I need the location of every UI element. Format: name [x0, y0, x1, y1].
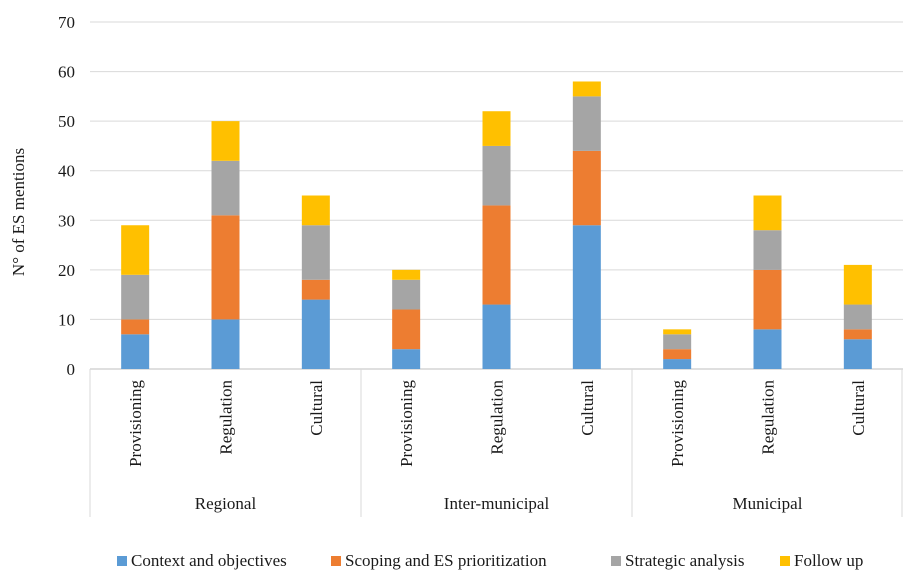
group-label: Municipal — [733, 494, 803, 513]
bar-segment — [843, 339, 872, 369]
y-tick-label: 40 — [58, 162, 75, 181]
bar-segment — [392, 349, 421, 369]
bar-segment — [121, 319, 150, 335]
bar-segment — [211, 160, 240, 216]
y-tick-label: 70 — [58, 13, 75, 32]
legend-swatch — [117, 556, 127, 566]
bar-segment — [572, 81, 601, 97]
x-tick-label: Provisioning — [668, 380, 687, 467]
bar-segment — [843, 329, 872, 340]
bar-segment — [392, 279, 421, 310]
bar-segment — [482, 111, 511, 146]
x-tick-label: Regulation — [217, 380, 236, 455]
legend-label: Scoping and ES prioritization — [345, 551, 547, 570]
y-tick-label: 30 — [58, 211, 75, 230]
bar-segment — [482, 304, 511, 369]
x-tick-label: Regulation — [759, 380, 778, 455]
x-tick-label: Provisioning — [126, 380, 145, 467]
bar-segment — [121, 274, 150, 320]
legend-label: Strategic analysis — [625, 551, 744, 570]
bar-segment — [482, 145, 511, 206]
bar-segment — [843, 264, 872, 305]
bar-segment — [301, 299, 330, 369]
y-tick-label: 50 — [58, 112, 75, 131]
bar-segment — [753, 269, 782, 330]
bar-segment — [572, 96, 601, 151]
legend-label: Context and objectives — [131, 551, 287, 570]
y-tick-label: 60 — [58, 63, 75, 82]
bar-segment — [572, 150, 601, 226]
y-axis-ticks: 0 10 20 30 40 50 60 70 — [58, 13, 75, 379]
bar-segment — [211, 215, 240, 320]
bar-segment — [301, 225, 330, 280]
x-tick-label: Regulation — [488, 380, 507, 455]
x-tick-label: Cultural — [849, 380, 868, 436]
bar-segment — [392, 309, 421, 350]
bar-segment — [663, 329, 692, 335]
bar-segment — [843, 304, 872, 330]
bar-segment — [121, 334, 150, 369]
legend: Context and objectives Scoping and ES pri… — [117, 551, 863, 570]
x-tick-label: Cultural — [307, 380, 326, 436]
bar-segment — [301, 195, 330, 226]
bar-segment — [663, 359, 692, 369]
bar-segment — [663, 334, 692, 350]
y-tick-label: 20 — [58, 261, 75, 280]
legend-swatch — [780, 556, 790, 566]
y-tick-label: 0 — [67, 360, 76, 379]
bar-segment — [572, 225, 601, 369]
bar-segment — [482, 205, 511, 305]
y-axis-label: N° of ES mentions — [9, 148, 28, 276]
group-label: Regional — [195, 494, 257, 513]
bar-segment — [663, 349, 692, 360]
bar-segment — [121, 225, 150, 275]
legend-swatch — [331, 556, 341, 566]
category-axis: Provisioning Regulation Cultural Regional Pr… — [89, 369, 903, 517]
x-tick-label: Provisioning — [397, 380, 416, 467]
bar-segment — [392, 269, 421, 280]
legend-label: Follow up — [794, 551, 863, 570]
bar-segment — [211, 121, 240, 161]
bar-segment — [753, 195, 782, 231]
y-tick-label: 10 — [58, 310, 75, 329]
bar-segment — [753, 329, 782, 369]
legend-swatch — [611, 556, 621, 566]
bar-segment — [301, 279, 330, 300]
bars — [121, 81, 872, 369]
group-label: Inter-municipal — [444, 494, 550, 513]
bar-segment — [753, 230, 782, 270]
bar-segment — [211, 319, 240, 369]
x-tick-label: Cultural — [578, 380, 597, 436]
